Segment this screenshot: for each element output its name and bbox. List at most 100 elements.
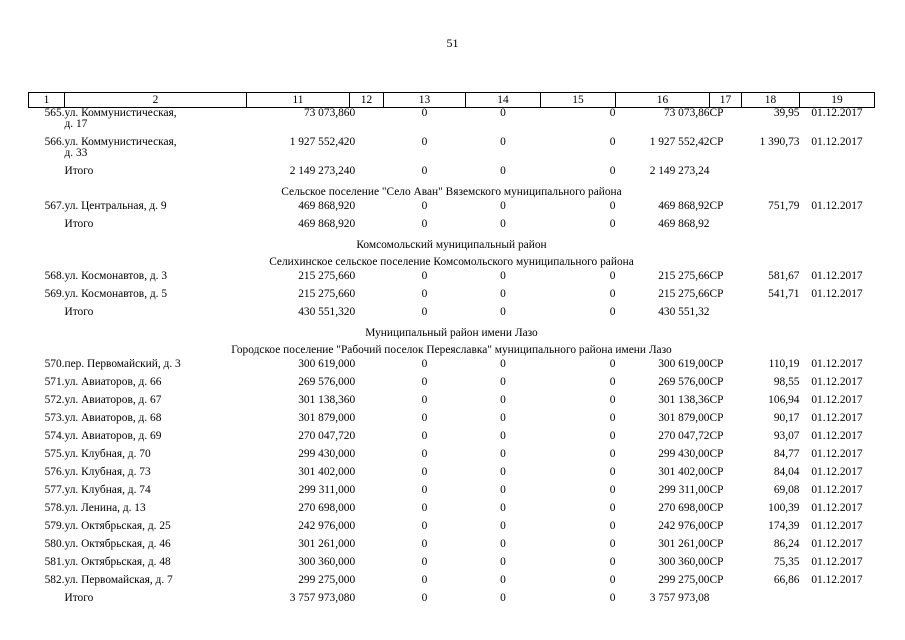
cell-col-14: 0 — [500, 412, 506, 424]
cell-col-16: 270 698,00 — [658, 502, 710, 514]
row-number: 573. — [44, 412, 65, 424]
cell-col-18: 174,39 — [768, 520, 800, 532]
section-title: Городское поселение "Рабочий поселок Пер… — [231, 344, 672, 356]
cell-col-12: 0 — [349, 466, 356, 478]
address-cell: ул. Первомайская, д. 7 — [65, 574, 247, 593]
cell-col-16: 1 927 552,42 — [649, 136, 710, 148]
cell-col-12: 0 — [349, 376, 356, 388]
cell-col-19: 01.12.2017 — [811, 358, 863, 370]
cell-col-19: 01.12.2017 — [811, 520, 863, 532]
cell-col-17: СР — [709, 484, 724, 496]
cell-col-14: 0 — [500, 538, 506, 550]
cell-col-11: 215 275,66 — [298, 270, 350, 282]
row-number: 580. — [44, 538, 65, 550]
cell-col-18: 110,19 — [768, 358, 800, 370]
column-header: 14 — [465, 92, 541, 108]
cell-col-15: 0 — [609, 538, 616, 550]
cell-col-13: 0 — [421, 200, 428, 212]
cell-col-11: 73 073,86 — [303, 107, 350, 119]
cell-col-19: 01.12.2017 — [811, 200, 863, 212]
cell-col-18: 84,77 — [773, 448, 800, 460]
page-number: 51 — [446, 36, 459, 50]
address-line-1: ул. Клубная, д. 70 — [64, 448, 151, 460]
cell-col-16: 300 619,00 — [658, 358, 710, 370]
cell-col-15: 0 — [609, 592, 616, 604]
cell-col-13: 0 — [421, 592, 428, 604]
section-title: Сельское поселение "Село Аван" Вяземског… — [281, 186, 622, 198]
table-row: 574. ул. Авиаторов, д. 69 270 047,72 0 0 0 0 27… — [29, 430, 875, 449]
cell-col-14: 0 — [500, 520, 506, 532]
address-line-1: ул. Октябрьская, д. 48 — [64, 556, 171, 568]
address-line-2: д. 33 — [64, 147, 88, 159]
cell-col-16: 215 275,66 — [658, 288, 710, 300]
cell-col-14: 0 — [500, 448, 506, 460]
table-row: 567. ул. Центральная, д. 9 469 868,92 0 0 0 0 4… — [29, 200, 875, 219]
section-header: Муниципальный район имени Лазо — [29, 325, 875, 342]
cell-col-11: 299 275,00 — [298, 574, 350, 586]
cell-col-11: 301 879,00 — [298, 412, 350, 424]
table-row: 582. ул. Первомайская, д. 7 299 275,00 0 0 0 0… — [29, 574, 875, 593]
cell-col-13: 0 — [421, 430, 428, 442]
row-number — [29, 593, 65, 611]
cell-col-16: 300 360,00 — [658, 556, 710, 568]
cell-col-17: СР — [709, 466, 724, 478]
row-number: 571. — [44, 376, 65, 388]
cell-col-15: 0 — [609, 412, 616, 424]
row-number: 579. — [44, 520, 65, 532]
cell-col-15: 0 — [609, 200, 616, 212]
cell-col-18 — [742, 166, 800, 184]
cell-col-15: 0 — [609, 306, 616, 318]
total-label: Итого — [64, 165, 94, 177]
row-number: 572. — [44, 394, 65, 406]
table-row: 573. ул. Авиаторов, д. 68 301 879,00 0 0 0 0 30… — [29, 412, 875, 431]
address-line-1: ул. Клубная, д. 74 — [64, 484, 151, 496]
cell-col-19: 01.12.2017 — [811, 484, 863, 496]
section-header: Комсомольский муниципальный район — [29, 237, 875, 254]
address-cell: ул. Клубная, д. 70 — [64, 448, 247, 467]
cell-col-17: СР — [709, 430, 724, 442]
row-number: 575. — [44, 448, 65, 460]
cell-col-12: 0 — [349, 107, 356, 119]
cell-col-16: 242 976,00 — [658, 520, 710, 532]
cell-col-19 — [800, 307, 875, 325]
table-row: 579. ул. Октябрьская, д. 25 242 976,00 0 0 0 0… — [29, 520, 875, 539]
cell-col-12: 0 — [349, 430, 356, 442]
cell-col-12: 0 — [349, 306, 356, 318]
cell-col-16: 469 868,92 — [658, 218, 710, 230]
address-line-1: ул. Авиаторов, д. 66 — [64, 376, 162, 388]
cell-col-11: 299 430,00 — [298, 448, 350, 460]
section-header: Селихинское сельское поселение Комсомоль… — [29, 254, 875, 271]
cell-col-18 — [742, 307, 800, 325]
cell-col-11: 3 757 973,08 — [289, 592, 350, 604]
table-row: 566. ул. Коммунистическая, д. 33 1 927 552,… — [29, 136, 875, 166]
cell-col-19: 01.12.2017 — [811, 136, 863, 148]
cell-col-13: 0 — [421, 484, 428, 496]
address-line-1: ул. Октябрьская, д. 46 — [64, 538, 171, 550]
table-row: 580. ул. Октябрьская, д. 46 301 261,00 0 0 0 0… — [29, 538, 875, 557]
cell-col-12: 0 — [349, 556, 356, 568]
section-title: Селихинское сельское поселение Комсомоль… — [269, 256, 634, 268]
total-row: Итого 3 757 973,08 0 0 0 0 3 757 973,08 — [29, 592, 875, 611]
row-number: 565. — [44, 107, 65, 119]
cell-col-16: 301 879,00 — [658, 412, 710, 424]
cell-col-19: 01.12.2017 — [811, 288, 863, 300]
cell-col-19 — [800, 166, 875, 184]
cell-col-14: 0 — [500, 574, 506, 586]
table-row: 572. ул. Авиаторов, д. 67 301 138,36 0 0 0 0 30… — [29, 394, 875, 413]
total-label: Итого — [64, 218, 94, 230]
cell-col-11: 270 047,72 — [298, 430, 350, 442]
address-line-1: ул. Космонавтов, д. 3 — [64, 270, 168, 282]
total-row: Итого 430 551,32 0 0 0 0 430 551,32 — [29, 306, 875, 325]
cell-col-19 — [800, 593, 875, 611]
cell-col-19: 01.12.2017 — [811, 574, 863, 586]
cell-col-16: 269 576,00 — [658, 376, 710, 388]
cell-col-19: 01.12.2017 — [811, 376, 863, 388]
table-row: 565. ул. Коммунистическая, д. 17 73 073,86 0… — [29, 107, 875, 138]
cell-col-14: 0 — [500, 358, 506, 370]
cell-col-16: 301 402,00 — [658, 466, 710, 478]
cell-col-16: 215 275,66 — [658, 270, 710, 282]
cell-col-11: 469 868,92 — [298, 200, 350, 212]
address-cell: ул. Ленина, д. 13 — [65, 502, 247, 521]
cell-col-13: 0 — [421, 165, 428, 177]
cell-col-14: 0 — [500, 430, 506, 442]
